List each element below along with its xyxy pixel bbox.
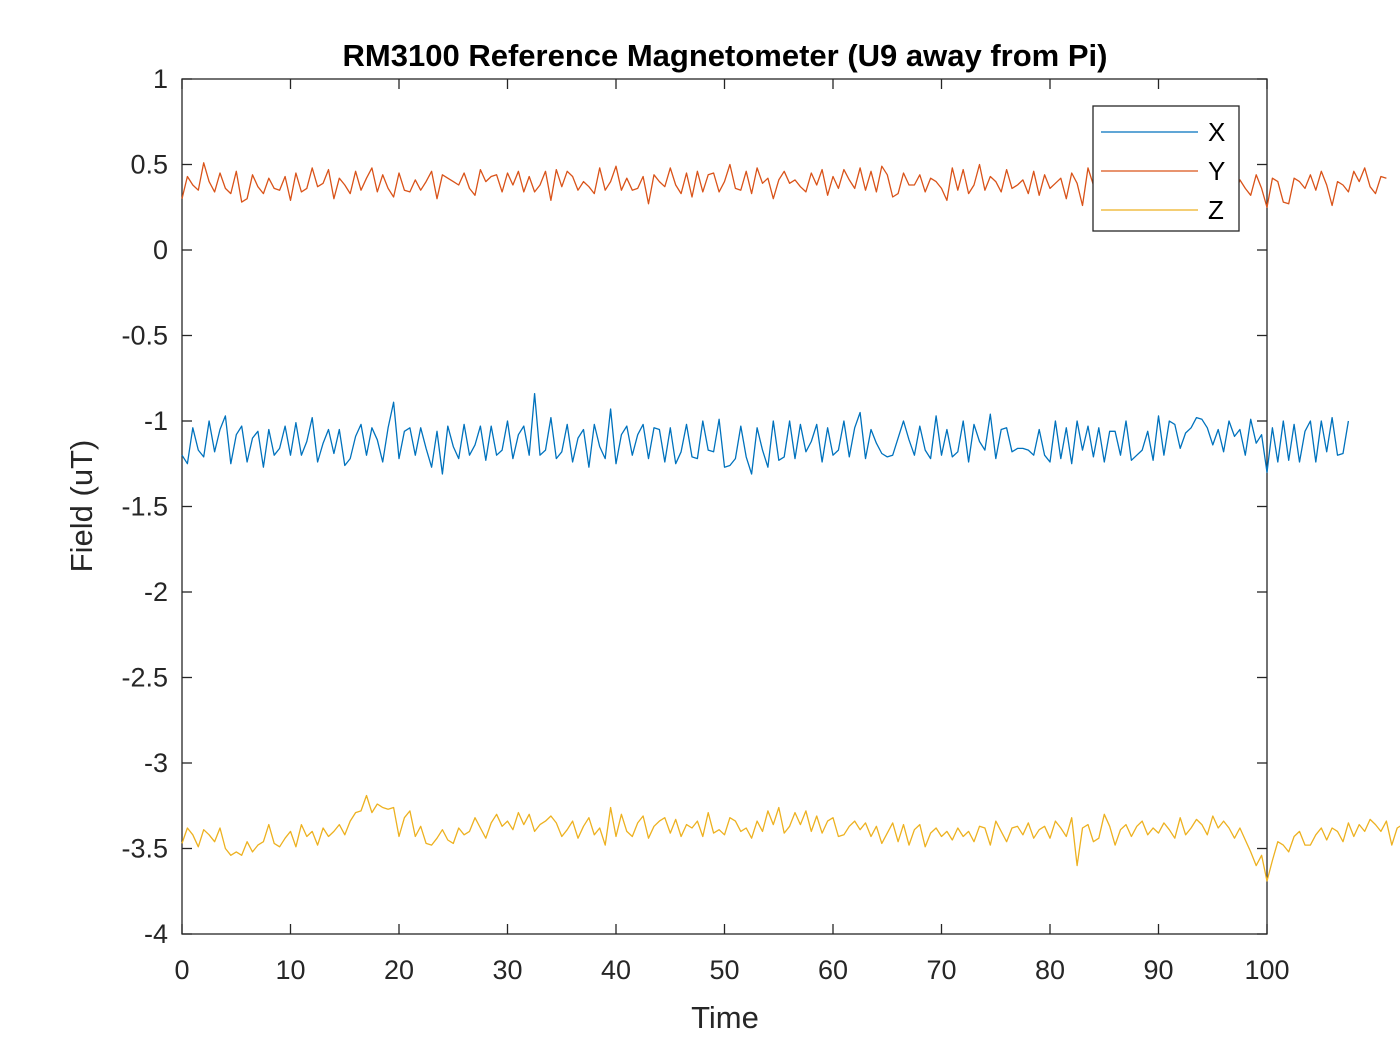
x-tick-label: 50: [709, 955, 739, 985]
legend-label-z: Z: [1208, 195, 1224, 225]
x-tick-label: 0: [174, 955, 189, 985]
y-tick-label: -3: [144, 748, 168, 778]
y-tick-label: 0: [153, 235, 168, 265]
legend: XYZ: [1092, 105, 1240, 232]
y-tick-label: 0.5: [130, 150, 168, 180]
plot-area: 0 10 20 30 40 50 60 70 80 90 100 1 0.5 0 -0.5 -1 -1.5 -2 -…: [121, 64, 1400, 985]
y-tick-label: -2: [144, 577, 168, 607]
x-tick-label: 10: [275, 955, 305, 985]
y-tick-label: -1.5: [121, 492, 168, 522]
series-line-x: [181, 392, 1350, 475]
y-tick-label: -1: [144, 406, 168, 436]
y-tick-label: -2.5: [121, 663, 168, 693]
series-line-z: [181, 794, 1400, 882]
y-tick-label: -4: [144, 919, 168, 949]
axes-box: [181, 78, 1268, 935]
y-tick-label: -3.5: [121, 834, 168, 864]
chart-title: RM3100 Reference Magnetometer (U9 away f…: [343, 38, 1108, 73]
y-axis-label: Field (uT): [64, 440, 99, 573]
y-tick-label: 1: [153, 64, 168, 94]
x-tick-label: 90: [1143, 955, 1173, 985]
x-tick-label: 100: [1244, 955, 1289, 985]
y-tick-label: -0.5: [121, 321, 168, 351]
x-tick-label: 20: [384, 955, 414, 985]
legend-label-x: X: [1208, 117, 1225, 147]
x-tick-label: 40: [601, 955, 631, 985]
x-tick-label: 80: [1035, 955, 1065, 985]
ticks-layer: 0 10 20 30 40 50 60 70 80 90 100 1 0.5 0 -0.5 -1 -1.5 -2 -…: [121, 64, 1289, 985]
x-tick-label: 70: [926, 955, 956, 985]
x-tick-label: 30: [492, 955, 522, 985]
x-tick-label: 60: [818, 955, 848, 985]
legend-label-y: Y: [1208, 156, 1225, 186]
x-axis-label: Time: [691, 1000, 759, 1035]
